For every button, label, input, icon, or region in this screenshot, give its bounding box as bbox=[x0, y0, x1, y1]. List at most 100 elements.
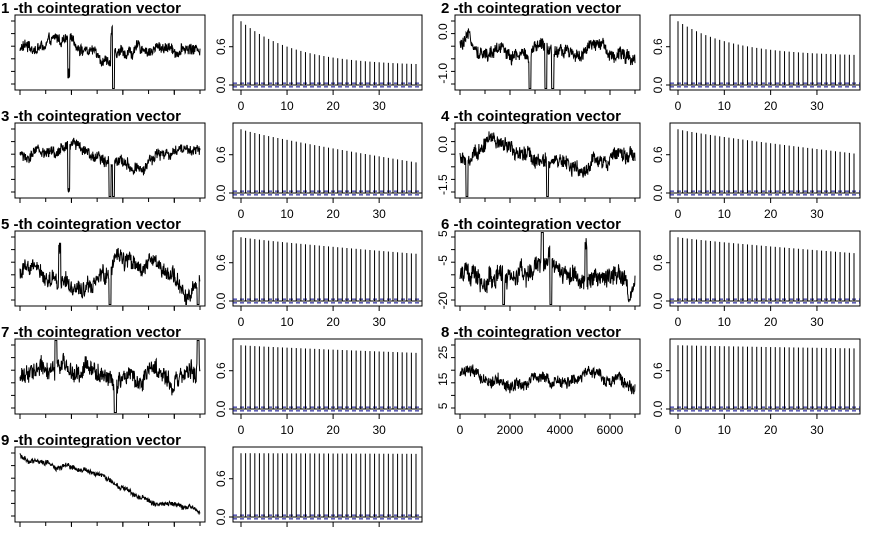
x-tick-label: 0 bbox=[675, 99, 682, 113]
y-tick-label: 0.6 bbox=[214, 146, 228, 163]
x-tick-label: 0 bbox=[238, 99, 245, 113]
line-panel-17: 9 -th cointegration vector bbox=[1, 432, 206, 527]
line-panel-1: 1 -th cointegration vector bbox=[1, 0, 206, 95]
panel-title: 5 -th cointegration vector bbox=[1, 216, 181, 233]
panel-title: 3 -th cointegration vector bbox=[1, 108, 181, 125]
acf-panel-8: 0.0 0.6 0 10 20 30 bbox=[651, 122, 861, 221]
y-tick-label: 0.0 bbox=[651, 400, 665, 417]
x-tick-label: 10 bbox=[280, 207, 294, 221]
x-tick-label: 20 bbox=[764, 315, 778, 329]
x-tick-label: 10 bbox=[280, 423, 294, 437]
panel-title: 7 -th cointegration vector bbox=[1, 324, 181, 341]
x-tick-label: 20 bbox=[326, 99, 340, 113]
acf-panel-2: 0.0 0.6 0 10 20 30 bbox=[214, 14, 423, 113]
panel-title: 2 -th cointegration vector bbox=[441, 0, 621, 17]
y-tick-label: 0.0 bbox=[214, 508, 228, 525]
y-tick-label: -5 bbox=[436, 255, 450, 266]
panel-title: 1 -th cointegration vector bbox=[1, 0, 181, 17]
y-tick-label: 0.6 bbox=[651, 362, 665, 379]
line-panel-5: 3 -th cointegration vector bbox=[1, 108, 206, 203]
acf-panel-6: 0.0 0.6 0 10 20 30 bbox=[214, 122, 423, 221]
plot-frame bbox=[232, 230, 423, 307]
series-line bbox=[19, 242, 201, 305]
x-tick-label: 4000 bbox=[547, 423, 574, 437]
x-tick-label: 0 bbox=[675, 315, 682, 329]
y-tick-label: 25 bbox=[436, 345, 450, 359]
y-tick-label: 5 bbox=[436, 402, 450, 409]
x-tick-label: 0 bbox=[238, 207, 245, 221]
x-tick-label: 30 bbox=[372, 423, 386, 437]
plot-frame bbox=[14, 446, 206, 523]
plot-frame bbox=[14, 230, 206, 307]
y-tick-label: 0.6 bbox=[214, 470, 228, 487]
y-tick-label: 0.0 bbox=[214, 292, 228, 309]
plot-frame bbox=[669, 122, 861, 199]
y-tick-label: 15 bbox=[436, 372, 450, 386]
plot-frame bbox=[454, 122, 641, 199]
x-tick-label: 0 bbox=[675, 207, 682, 221]
series-line bbox=[19, 340, 201, 413]
y-tick-label: 0.0 bbox=[436, 136, 450, 153]
y-tick-label: -1.5 bbox=[436, 174, 450, 195]
x-tick-label: 20 bbox=[764, 207, 778, 221]
y-tick-label: 0.0 bbox=[214, 76, 228, 93]
acf-panel-4: 0.0 0.6 0 10 20 30 bbox=[651, 14, 861, 113]
plot-frame bbox=[14, 122, 206, 199]
acf-panel-14: 0.0 0.6 0 10 20 30 bbox=[214, 338, 423, 437]
x-tick-label: 20 bbox=[764, 99, 778, 113]
y-tick-label: 0.0 bbox=[214, 184, 228, 201]
plot-frame bbox=[454, 338, 641, 415]
y-tick-label: 0.6 bbox=[651, 146, 665, 163]
line-panel-3: 2 -th cointegration vector 0.0 -1.0 bbox=[436, 0, 641, 95]
acf-panel-18: 0.0 0.6 bbox=[214, 446, 423, 527]
y-tick-label: -1.0 bbox=[436, 63, 450, 84]
plot-frame bbox=[14, 338, 206, 415]
x-tick-label: 10 bbox=[718, 99, 732, 113]
plot-frame bbox=[669, 338, 861, 415]
line-panel-9: 5 -th cointegration vector bbox=[1, 216, 206, 311]
x-tick-label: 20 bbox=[764, 423, 778, 437]
x-tick-label: 10 bbox=[280, 315, 294, 329]
plot-frame bbox=[232, 122, 423, 199]
x-tick-label: 30 bbox=[372, 207, 386, 221]
y-tick-label: 0.6 bbox=[214, 362, 228, 379]
series-line bbox=[459, 232, 636, 305]
x-tick-label: 20 bbox=[326, 315, 340, 329]
y-tick-label: 0.0 bbox=[436, 23, 450, 40]
line-panel-7: 4 -th cointegration vector 0.0 -1.5 bbox=[436, 108, 641, 203]
series-line bbox=[19, 24, 201, 89]
x-tick-label: 30 bbox=[372, 99, 386, 113]
series-line bbox=[19, 137, 201, 197]
acf-panel-16: 0.0 0.6 0 10 20 30 bbox=[651, 338, 861, 437]
x-tick-label: 0 bbox=[675, 423, 682, 437]
y-tick-label: 0.6 bbox=[651, 254, 665, 271]
series-line bbox=[459, 131, 636, 197]
x-tick-label: 30 bbox=[810, 99, 824, 113]
x-tick-label: 2000 bbox=[497, 423, 524, 437]
acf-panel-12: 0.0 0.6 0 10 20 30 bbox=[651, 230, 861, 329]
plot-frame bbox=[232, 338, 423, 415]
panel-title: 8 -th cointegration vector bbox=[441, 324, 621, 341]
plot-frame bbox=[454, 230, 641, 307]
x-tick-label: 10 bbox=[718, 207, 732, 221]
panel-title: 4 -th cointegration vector bbox=[441, 108, 621, 125]
x-tick-label: 0 bbox=[457, 423, 464, 437]
x-tick-label: 0 bbox=[238, 315, 245, 329]
y-tick-label: 5 bbox=[436, 230, 450, 237]
plot-frame bbox=[232, 446, 423, 523]
y-tick-label: 0.0 bbox=[214, 400, 228, 417]
panel-title: 9 -th cointegration vector bbox=[1, 432, 181, 449]
y-tick-label: -20 bbox=[436, 292, 450, 310]
plot-frame bbox=[232, 14, 423, 91]
series-line bbox=[19, 453, 201, 516]
acf-panel-10: 0.0 0.6 0 10 20 30 bbox=[214, 230, 423, 329]
x-tick-label: 30 bbox=[810, 315, 824, 329]
y-tick-label: 0.6 bbox=[214, 38, 228, 55]
x-tick-label: 10 bbox=[718, 315, 732, 329]
plot-frame bbox=[669, 230, 861, 307]
line-panel-15: 8 -th cointegration vector 25 15 5 0 2000 4000… bbox=[436, 324, 641, 437]
y-tick-label: 0.0 bbox=[651, 292, 665, 309]
x-tick-label: 0 bbox=[238, 423, 245, 437]
